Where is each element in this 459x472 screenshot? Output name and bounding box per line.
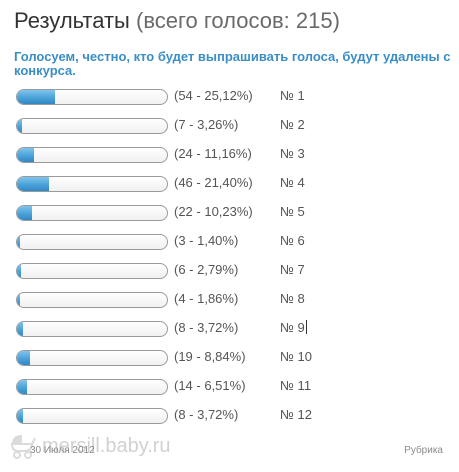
poll-option-bar-fill: [17, 90, 55, 104]
poll-option-bar: [16, 408, 168, 424]
poll-option-bar-fill: [17, 322, 23, 336]
poll-option-stat: (22 - 10,23%): [174, 204, 253, 219]
poll-option-bar: [16, 118, 168, 134]
post-date: 30 Июля 2012: [30, 445, 95, 456]
text-cursor: [305, 320, 307, 334]
poll-option-label: № 2: [280, 117, 305, 132]
poll-option-bar-fill: [17, 235, 20, 249]
poll-option-bar-fill: [17, 351, 31, 365]
poll-results-list: (54 - 25,12%) № 1 (7 - 3,26%) № 2 (24 - 11,1…: [16, 86, 446, 434]
poll-option-stat: (3 - 1,40%): [174, 233, 239, 248]
poll-option-bar: [16, 147, 168, 163]
poll-option-bar: [16, 89, 168, 105]
poll-option-row: (8 - 3,72%) № 12: [16, 405, 446, 434]
poll-option-label: № 11: [280, 378, 312, 393]
poll-option-stat: (4 - 1,86%): [174, 291, 239, 306]
rubric-link[interactable]: Рубрика: [404, 445, 443, 456]
poll-option-stat: (8 - 3,72%): [174, 407, 239, 422]
poll-option-row: (22 - 10,23%) № 5: [16, 202, 446, 231]
poll-option-stat: (24 - 11,16%): [174, 146, 252, 161]
poll-option-bar-fill: [17, 293, 20, 307]
poll-option-label: № 10: [280, 349, 313, 364]
poll-option-bar: [16, 263, 168, 279]
poll-option-label: № 1: [280, 88, 305, 103]
poll-option-row: (7 - 3,26%) № 2: [16, 115, 446, 144]
poll-option-bar: [16, 350, 168, 366]
poll-option-row: (6 - 2,79%) № 7: [16, 260, 446, 289]
poll-option-row: (14 - 6,51%) № 11: [16, 376, 446, 405]
poll-option-bar-fill: [17, 148, 34, 162]
poll-option-row: (54 - 25,12%) № 1: [16, 86, 446, 115]
poll-question: Голосуем, честно, кто будет выпрашивать …: [14, 49, 451, 78]
poll-option-row: (8 - 3,72%) № 9: [16, 318, 446, 347]
poll-option-label: № 12: [280, 407, 313, 422]
poll-option-label: № 3: [280, 146, 305, 161]
poll-option-bar-fill: [17, 409, 23, 423]
poll-option-row: (3 - 1,40%) № 6: [16, 231, 446, 260]
poll-option-label: № 8: [280, 291, 305, 306]
poll-option-bar: [16, 176, 168, 192]
total-votes: (всего голосов: 215): [136, 8, 340, 33]
poll-option-label: № 5: [280, 204, 305, 219]
poll-option-row: (4 - 1,86%) № 8: [16, 289, 446, 318]
poll-option-bar: [16, 321, 168, 337]
poll-option-stat: (46 - 21,40%): [174, 175, 253, 190]
poll-option-stat: (14 - 6,51%): [174, 378, 246, 393]
poll-option-label: № 7: [280, 262, 305, 277]
poll-option-bar: [16, 379, 168, 395]
poll-option-bar-fill: [17, 264, 22, 278]
poll-option-label: № 9: [280, 320, 307, 335]
poll-option-row: (24 - 11,16%) № 3: [16, 144, 446, 173]
poll-option-bar-fill: [17, 119, 22, 133]
results-title: Результаты (всего голосов: 215): [14, 8, 340, 34]
poll-option-bar-fill: [17, 206, 33, 220]
poll-option-stat: (8 - 3,72%): [174, 320, 239, 335]
poll-option-label: № 4: [280, 175, 305, 190]
poll-option-bar: [16, 292, 168, 308]
poll-option-row: (19 - 8,84%) № 10: [16, 347, 446, 376]
poll-option-bar: [16, 234, 168, 250]
poll-option-label: № 6: [280, 233, 305, 248]
poll-option-bar: [16, 205, 168, 221]
poll-option-row: (46 - 21,40%) № 4: [16, 173, 446, 202]
poll-option-stat: (6 - 2,79%): [174, 262, 239, 277]
poll-option-stat: (19 - 8,84%): [174, 349, 246, 364]
results-heading: Результаты: [14, 8, 130, 33]
poll-option-stat: (54 - 25,12%): [174, 88, 253, 103]
poll-option-bar-fill: [17, 177, 50, 191]
poll-option-stat: (7 - 3,26%): [174, 117, 239, 132]
poll-option-bar-fill: [17, 380, 27, 394]
